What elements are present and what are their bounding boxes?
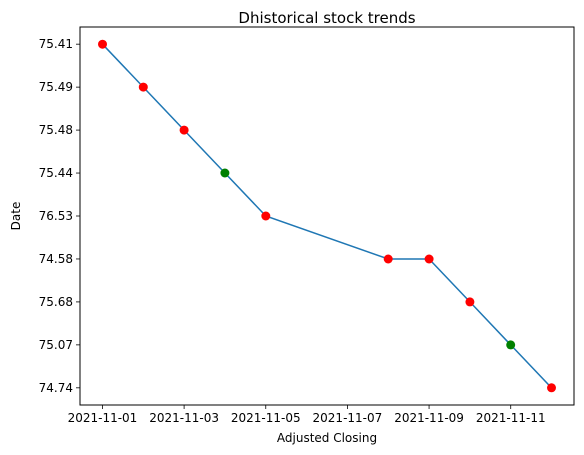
y-tick-label: 75.41	[39, 37, 73, 51]
chart-title: Dhistorical stock trends	[238, 9, 415, 27]
x-axis-label: Adjusted Closing	[277, 431, 377, 445]
data-point-marker	[220, 168, 230, 178]
x-tick-label: 2021-11-07	[313, 411, 383, 425]
y-axis-ticks: 75.41 75.49 75.48 75.44 76.53 74.58 75.68 75.07…	[39, 37, 80, 395]
x-axis-ticks: 2021-11-01 2021-11-03 2021-11-05 2021-11-07…	[68, 405, 546, 425]
x-tick-label: 2021-11-11	[476, 411, 546, 425]
x-tick-label: 2021-11-09	[394, 411, 464, 425]
x-tick-label: 2021-11-01	[68, 411, 138, 425]
y-tick-label: 75.68	[39, 295, 73, 309]
y-tick-label: 75.48	[39, 123, 73, 137]
plot-area	[79, 26, 575, 406]
data-point-marker	[383, 254, 393, 264]
data-point-marker	[547, 383, 556, 393]
y-axis-label: Date	[9, 202, 23, 231]
data-point-marker	[424, 254, 434, 264]
data-point-marker	[138, 82, 148, 92]
series-markers	[98, 39, 556, 393]
x-tick-label: 2021-11-03	[149, 411, 219, 425]
y-tick-label: 75.49	[39, 80, 73, 94]
y-tick-label: 76.53	[39, 209, 73, 223]
y-tick-label: 74.74	[39, 381, 73, 395]
y-tick-label: 75.07	[39, 338, 73, 352]
y-tick-label: 74.58	[39, 252, 73, 266]
series-line	[101, 43, 553, 389]
data-point-marker	[465, 297, 475, 307]
data-point-marker	[506, 340, 516, 350]
data-point-marker	[98, 39, 107, 49]
y-tick-label: 75.44	[39, 166, 73, 180]
data-point-marker	[261, 211, 271, 221]
x-tick-label: 2021-11-05	[231, 411, 301, 425]
data-point-marker	[179, 125, 189, 135]
